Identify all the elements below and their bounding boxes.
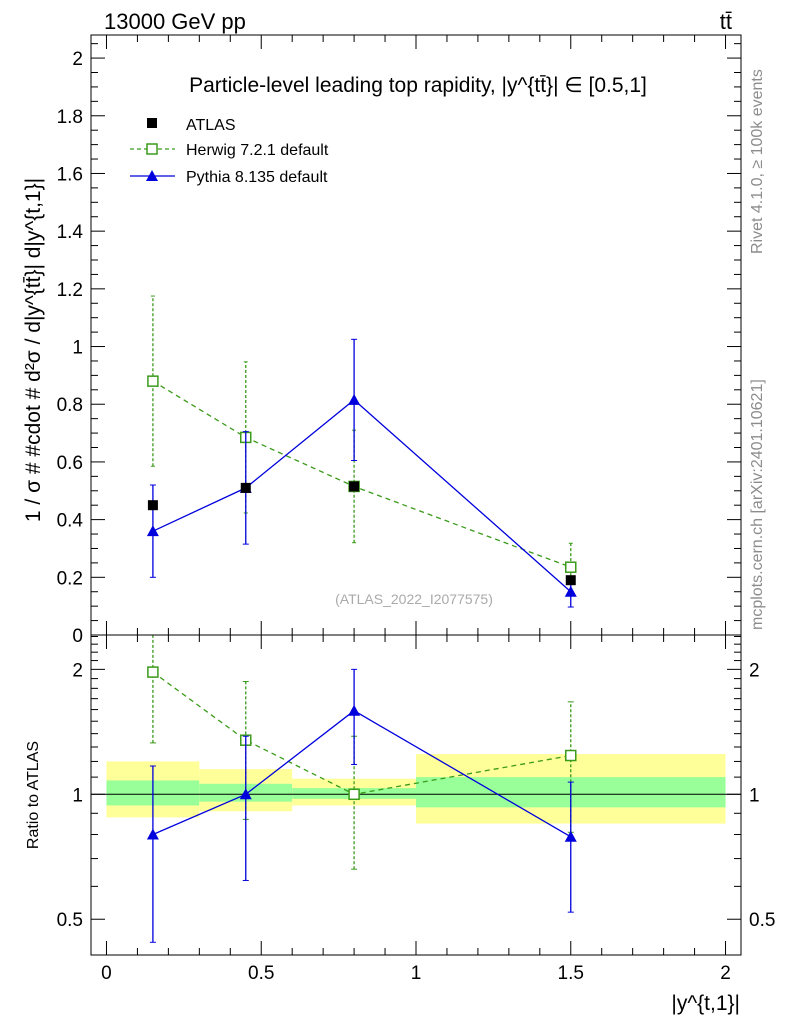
ratio-y-axis: 0.5 0.5 1 1 2 2 xyxy=(57,635,775,931)
ratio-y-tick-label-right: 0.5 xyxy=(749,910,775,931)
chart-title: Particle-level leading top rapidity, |y^… xyxy=(189,74,647,97)
herwig-point xyxy=(147,375,159,387)
main-y-tick-label: 1.4 xyxy=(57,222,84,243)
main-y-tick-label: 0.4 xyxy=(57,511,84,532)
mcplots-reference-label: mcplots.cern.ch [arXiv:2401.10621] xyxy=(749,379,766,630)
main-y-tick-label: 1.2 xyxy=(57,280,83,301)
ratio-herwig-point xyxy=(565,749,577,762)
ratio-y-tick-label: 1 xyxy=(72,785,83,806)
ratio-uncertainty-bands xyxy=(106,754,726,824)
ratio-y-tick-label-right: 2 xyxy=(749,660,760,681)
atlas-series xyxy=(147,481,576,586)
x-tick-label: 0 xyxy=(101,963,112,984)
main-y-tick-label: 0.2 xyxy=(57,568,83,589)
ratio-herwig-line xyxy=(152,671,571,795)
main-y-tick-label: 0 xyxy=(72,626,83,647)
main-series-layer xyxy=(146,295,577,608)
main-y-tick-label: 1 xyxy=(72,338,83,359)
main-y-tick-label: 0.8 xyxy=(57,395,83,416)
legend-herwig-label: Herwig 7.2.1 default xyxy=(186,142,329,159)
x-tick-label: 1 xyxy=(411,963,422,984)
ratio-herwig-point xyxy=(147,666,159,678)
main-y-tick-label: 1.8 xyxy=(57,107,83,128)
main-y-tick-label: 2 xyxy=(72,49,83,70)
main-y-axis-label: 1 / σ # #cdot # d²σ / d|y^{tt̄}| d|y^{t,… xyxy=(22,178,45,522)
rivet-version-label: Rivet 4.1.0, ≥ 100k events xyxy=(749,69,766,254)
legend-pythia-marker xyxy=(146,170,158,181)
legend-herwig-marker xyxy=(146,143,158,155)
pythia-point xyxy=(146,525,159,537)
pythia-line xyxy=(152,399,572,593)
main-y-tick-label: 0.6 xyxy=(57,453,83,474)
legend-item-pythia: Pythia 8.135 default xyxy=(130,169,328,186)
main-plot-panel: 0 0.2 0.4 0.6 0.8 1 1.2 1.4 1.6 1.8 2 Particle-lev… xyxy=(22,34,742,647)
legend-item-atlas: ATLAS xyxy=(147,117,236,134)
x-axis-label: |y^{t,1}| xyxy=(671,992,740,1015)
legend: ATLAS Herwig 7.2.1 default Pythia 8.135 … xyxy=(130,117,329,186)
legend-atlas-marker xyxy=(147,118,157,128)
pythia-point xyxy=(564,585,577,597)
atlas-point xyxy=(349,481,360,492)
main-y-tick-label: 1.6 xyxy=(57,164,83,185)
ratio-y-tick-label: 2 xyxy=(72,660,83,681)
ratio-y-tick-label: 0.5 xyxy=(57,910,83,931)
ratio-pythia-point xyxy=(348,704,361,716)
ratio-pythia-point xyxy=(239,788,252,800)
ratio-pythia-series xyxy=(146,668,577,943)
herwig-series xyxy=(147,295,577,592)
x-tick-label: 0.5 xyxy=(248,963,274,984)
ratio-pythia-point xyxy=(146,828,159,840)
header-energy-label: 13000 GeV pp xyxy=(104,9,246,34)
ratio-plot-panel: 0.5 0.5 1 1 2 2 0 0.5 1 1.5 2 Ratio to ATLAS |y^{… xyxy=(25,35,775,1015)
herwig-point xyxy=(565,561,577,573)
ratio-pythia-line xyxy=(152,709,572,838)
ratio-y-axis-label: Ratio to ATLAS xyxy=(25,741,42,849)
ratio-y-tick-label-right: 1 xyxy=(749,785,760,806)
main-y-axis: 0 0.2 0.4 0.6 0.8 1 1.2 1.4 1.6 1.8 2 xyxy=(57,43,741,647)
pythia-point xyxy=(348,393,361,405)
ratio-herwig-series xyxy=(147,635,577,870)
legend-item-herwig: Herwig 7.2.1 default xyxy=(130,142,329,159)
x-tick-label: 1.5 xyxy=(558,963,584,984)
atlas-point xyxy=(147,500,158,511)
ratio-pythia-point xyxy=(564,830,577,842)
atlas-point xyxy=(240,482,251,493)
legend-pythia-label: Pythia 8.135 default xyxy=(186,169,328,186)
pythia-series xyxy=(146,338,577,608)
herwig-line xyxy=(152,380,571,568)
header-process-label: tt̄ xyxy=(720,9,732,34)
ratio-herwig-point xyxy=(348,788,360,801)
ratio-series-layer xyxy=(146,635,577,943)
legend-atlas-label: ATLAS xyxy=(186,117,236,134)
atlas-point xyxy=(565,575,576,586)
analysis-watermark: (ATLAS_2022_I2077575) xyxy=(335,591,493,607)
x-axis: 0 0.5 1 1.5 2 xyxy=(101,35,731,984)
x-tick-label: 2 xyxy=(720,963,731,984)
